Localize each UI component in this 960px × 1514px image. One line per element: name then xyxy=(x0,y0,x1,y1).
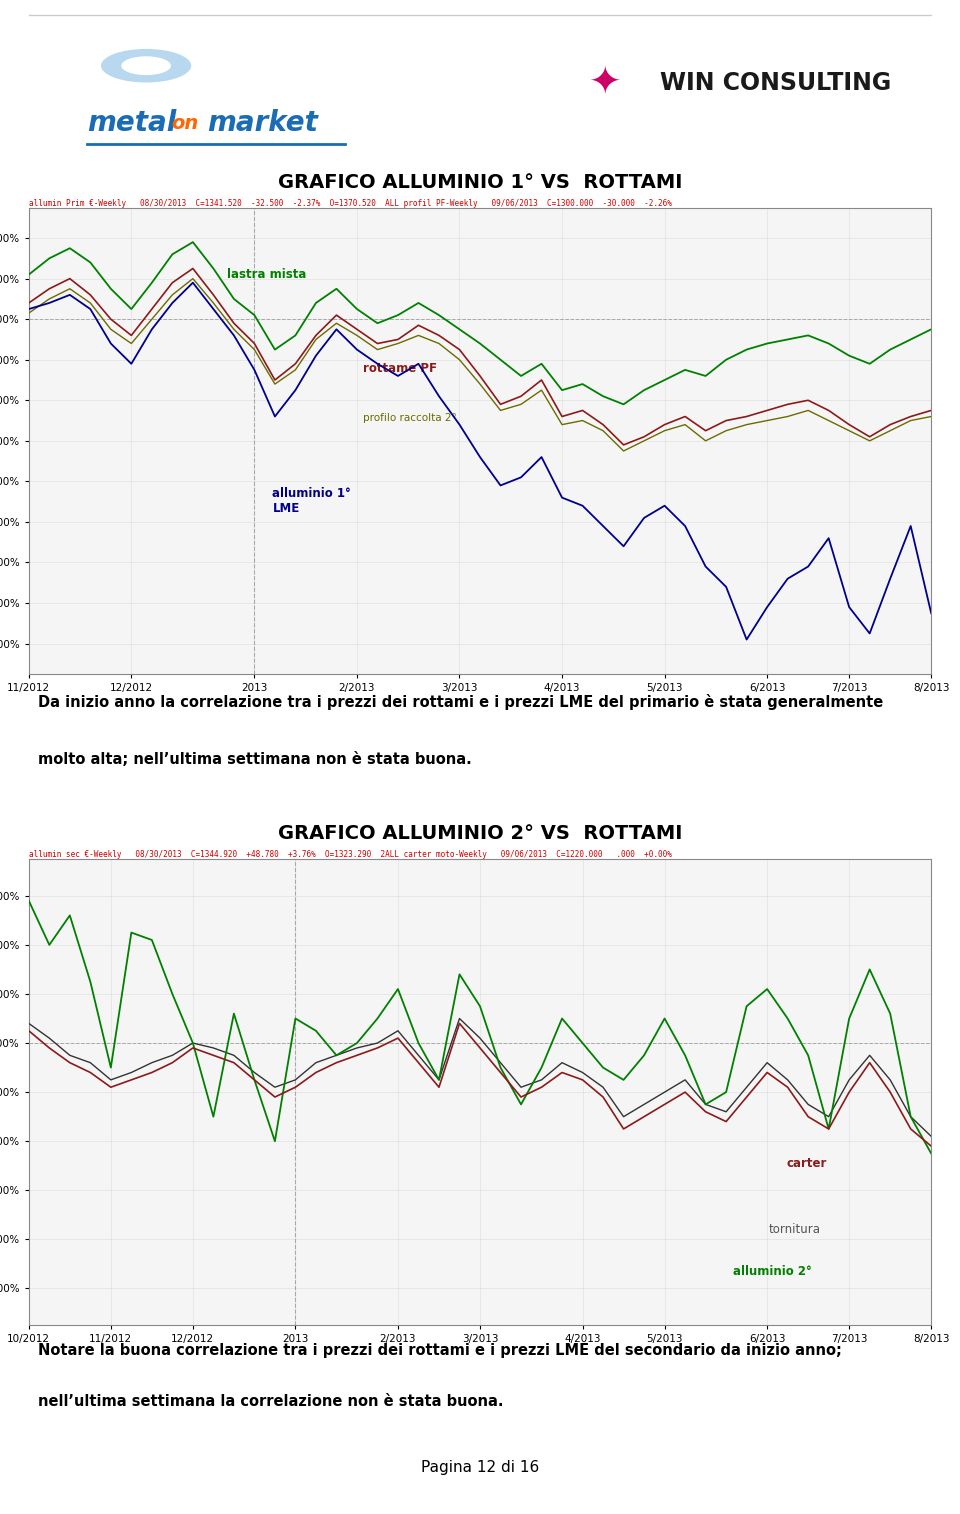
Text: molto alta; nell’ultima settimana non è stata buona.: molto alta; nell’ultima settimana non è … xyxy=(37,752,471,768)
Text: metal: metal xyxy=(87,109,177,138)
Text: Pagina 12 di 16: Pagina 12 di 16 xyxy=(420,1459,540,1475)
Ellipse shape xyxy=(101,48,191,82)
Text: tornitura: tornitura xyxy=(769,1223,821,1235)
Text: allumin sec €-Weekly   08/30/2013  C=1344.920  +48.780  +3.76%  O=1323.290  2ALL: allumin sec €-Weekly 08/30/2013 C=1344.9… xyxy=(29,849,672,858)
Text: GRAFICO ALLUMINIO 1° VS  ROTTAMI: GRAFICO ALLUMINIO 1° VS ROTTAMI xyxy=(277,173,683,192)
Text: profilo raccolta 2°: profilo raccolta 2° xyxy=(363,413,456,422)
Text: Da inizio anno la correlazione tra i prezzi dei rottami e i prezzi LME del prima: Da inizio anno la correlazione tra i pre… xyxy=(37,693,883,710)
Text: market: market xyxy=(207,109,319,138)
Text: WIN CONSULTING: WIN CONSULTING xyxy=(660,71,892,95)
Text: carter: carter xyxy=(787,1157,828,1170)
Text: alluminio 1°
LME: alluminio 1° LME xyxy=(273,488,351,515)
Text: ✦: ✦ xyxy=(588,64,621,101)
Text: GRAFICO ALLUMINIO 2° VS  ROTTAMI: GRAFICO ALLUMINIO 2° VS ROTTAMI xyxy=(277,824,683,843)
Text: alluminio 2°: alluminio 2° xyxy=(732,1264,811,1278)
Text: lastra mista: lastra mista xyxy=(228,268,306,282)
Text: rottame PF: rottame PF xyxy=(363,362,437,374)
Text: on: on xyxy=(172,114,199,133)
Ellipse shape xyxy=(121,56,171,76)
Text: allumin Prim €-Weekly   08/30/2013  C=1341.520  -32.500  -2.37%  O=1370.520  ALL: allumin Prim €-Weekly 08/30/2013 C=1341.… xyxy=(29,198,672,207)
Text: Notare la buona correlazione tra i prezzi dei rottami e i prezzi LME del seconda: Notare la buona correlazione tra i prezz… xyxy=(37,1343,842,1358)
Text: nell’ultima settimana la correlazione non è stata buona.: nell’ultima settimana la correlazione no… xyxy=(37,1394,503,1410)
